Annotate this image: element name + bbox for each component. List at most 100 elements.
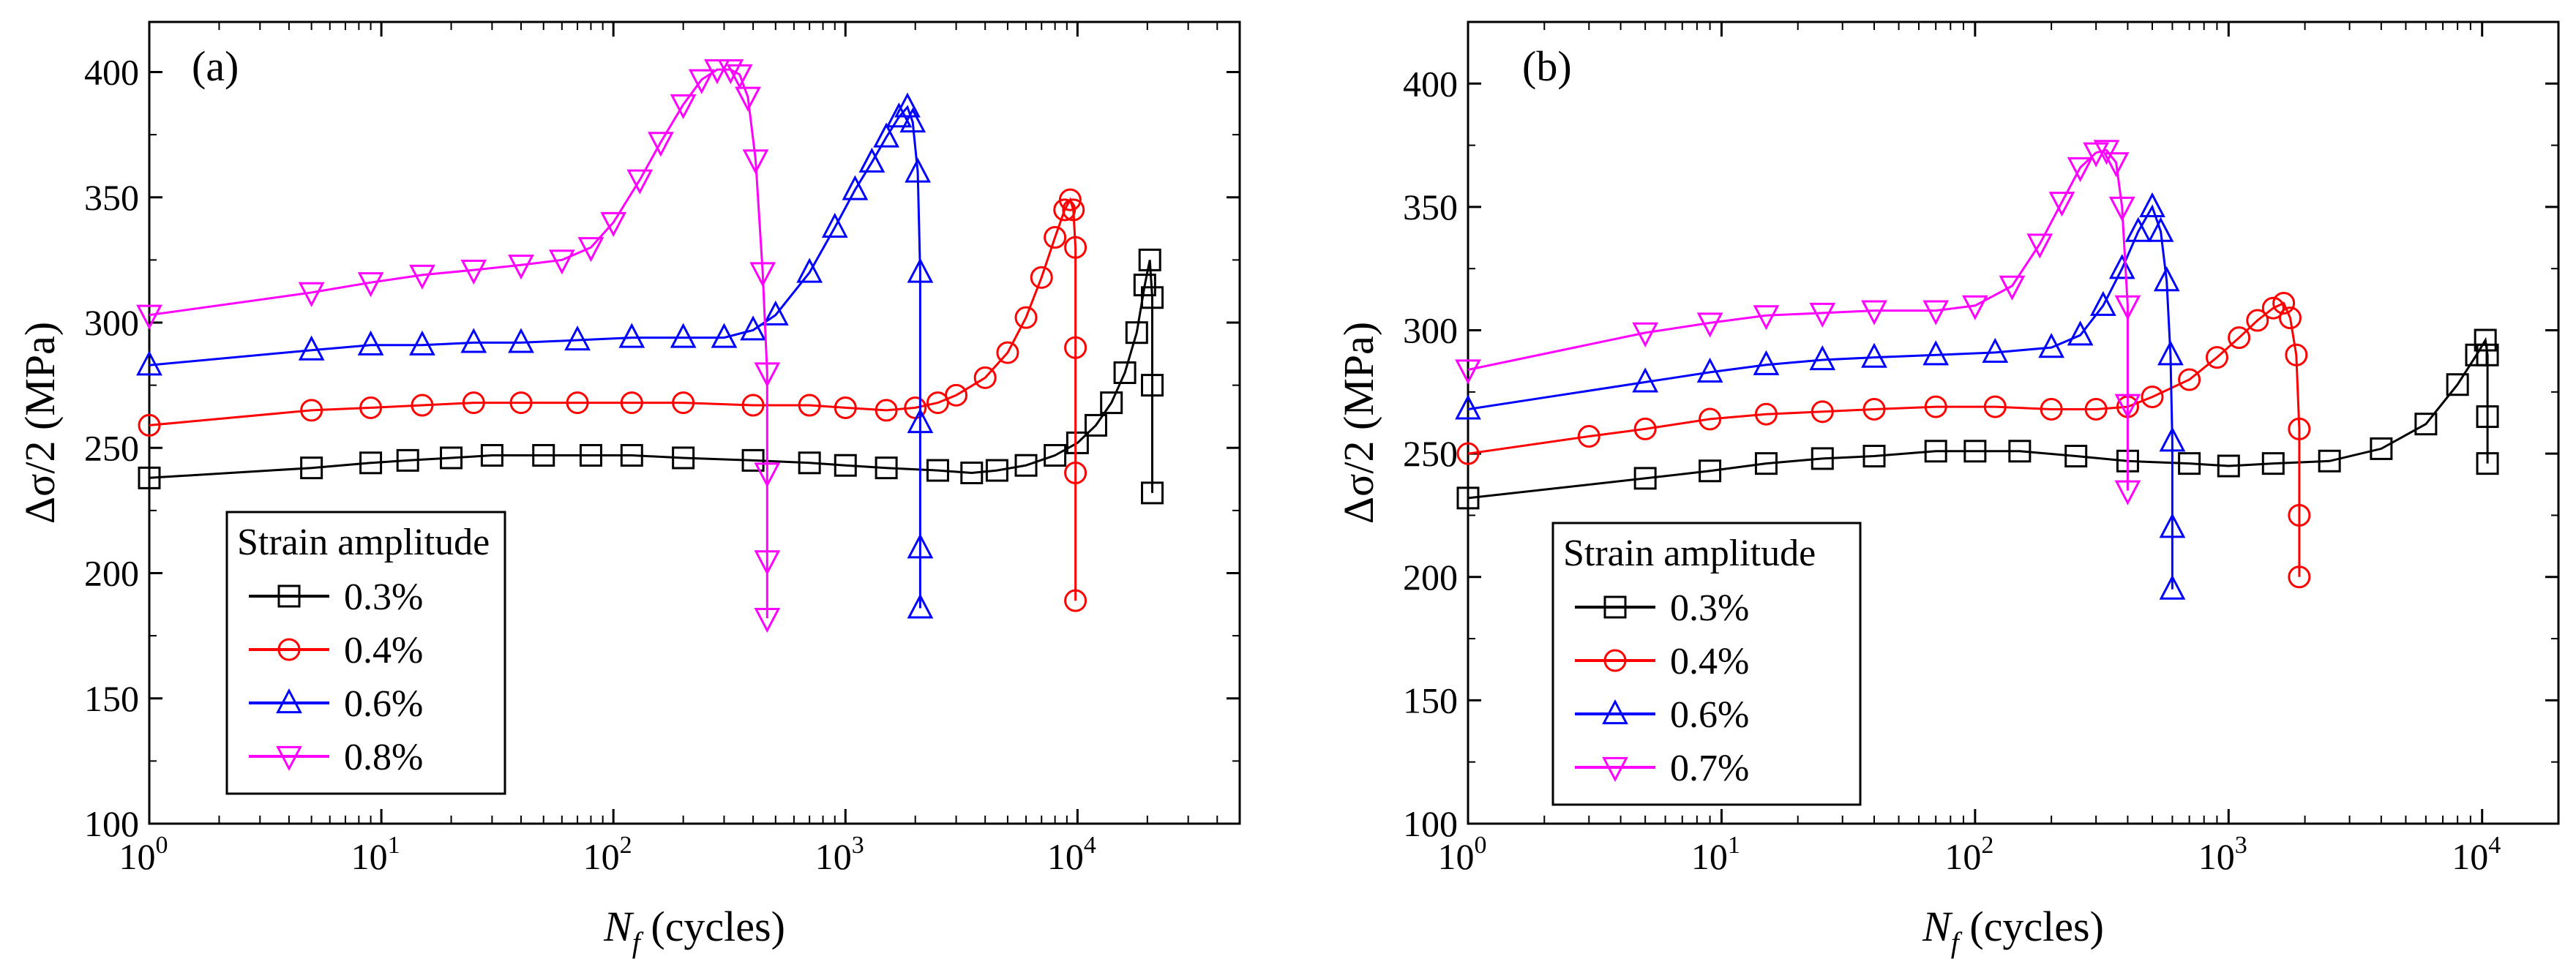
data-point [548,249,575,275]
data-point [138,466,161,489]
data-point [688,69,715,94]
legend-marker [1602,756,1628,783]
data-point [136,304,162,330]
y-tick-label: 300 [84,302,139,343]
data-point [1963,440,1987,463]
data-point [509,391,533,415]
x-tick-label: 104 [1047,832,1096,877]
data-point [2288,565,2311,589]
data-point [1058,188,1082,211]
data-point [1014,454,1038,477]
panel-label: (a) [192,42,239,90]
legend: Strain amplitude 0.3% 0.4% 0.6% 0.8% [225,511,506,795]
data-point [798,394,821,417]
data-point [1696,312,1723,338]
data-point [462,391,485,415]
x-tick-exponent: 2 [620,832,632,859]
data-point [2048,192,2075,217]
data-point [2272,291,2296,315]
data-point [1133,274,1156,297]
x-tick-base: 10 [1438,836,1475,877]
x-tick-base: 10 [2198,836,2235,877]
data-point [926,459,949,482]
y-tick-label: 200 [1403,557,1458,598]
x-tick-base: 10 [351,836,388,877]
x-tick-base: 10 [583,836,620,877]
x-tick-label: 102 [583,832,632,877]
data-point [711,323,738,348]
data-point [1696,357,1723,383]
x-axis-title-symbol: N [1922,903,1953,950]
series-line [149,260,1153,493]
data-point [907,257,934,283]
data-point [2285,343,2308,366]
series-line [149,197,1077,601]
data-point [579,444,602,467]
legend-title: Strain amplitude [237,522,490,563]
series-line [149,105,921,609]
data-point [834,454,857,477]
data-point [875,456,898,480]
data-point [357,330,384,356]
data-point [2288,417,2311,440]
legend-marker [277,638,301,661]
data-point [742,149,769,175]
data-point [359,451,383,475]
x-tick-exponent: 2 [1981,832,1993,859]
legend-entry-label: 0.7% [1670,748,1749,789]
data-point [2089,290,2116,316]
data-point [2370,437,2393,460]
data-point [2474,328,2497,352]
data-point [1754,452,1778,475]
data-point [899,107,926,133]
data-point [726,64,753,89]
data-point [1138,248,1161,271]
data-point [754,362,781,388]
x-axis-title-symbol: N [603,903,634,950]
data-point [2083,142,2110,168]
data-point [735,86,761,112]
data-point [960,462,984,484]
series-line [1467,336,2489,500]
data-point [2147,217,2174,242]
legend: Strain amplitude 0.3% 0.4% 0.6% 0.7% [1551,522,1862,806]
data-point [2157,340,2184,366]
data-point [1961,295,1988,320]
data-point [1862,397,1886,421]
data-point [1113,361,1137,384]
series-0.6% [136,92,934,619]
data-point [1064,336,1087,359]
legend-marker [277,584,301,608]
data-point [754,462,781,488]
x-tick-exponent: 3 [2235,832,2247,859]
x-axis-title: Nf (cycles) [603,903,785,959]
data-point [1862,445,1886,468]
data-point [2178,368,2201,391]
data-point [508,255,534,280]
x-tick-label: 103 [815,832,864,877]
data-point [618,323,645,348]
x-tick-label: 101 [351,832,400,877]
x-tick-base: 10 [1944,836,1981,877]
data-point [1809,345,1836,371]
series-0.7% [1455,140,2141,505]
series-0.4% [138,188,1087,612]
series-line [1467,148,2129,491]
data-point [749,262,776,287]
data-point [1809,302,1836,328]
data-point [1084,413,1107,437]
data-point [1064,462,1087,484]
data-point [1632,322,1659,347]
data-point [2124,217,2152,242]
data-point [460,328,487,353]
legend-entry-label: 0.4% [344,630,423,672]
data-point [2067,157,2094,182]
data-point [1924,440,1947,463]
data-point [2040,397,2063,421]
y-tick-label: 150 [84,678,139,719]
y-tick-label: 400 [1403,63,1458,104]
y-axis-title: Δσ/2 (MPa) [1335,322,1382,524]
data-point [648,132,674,157]
x-tick-base: 10 [1047,836,1084,877]
